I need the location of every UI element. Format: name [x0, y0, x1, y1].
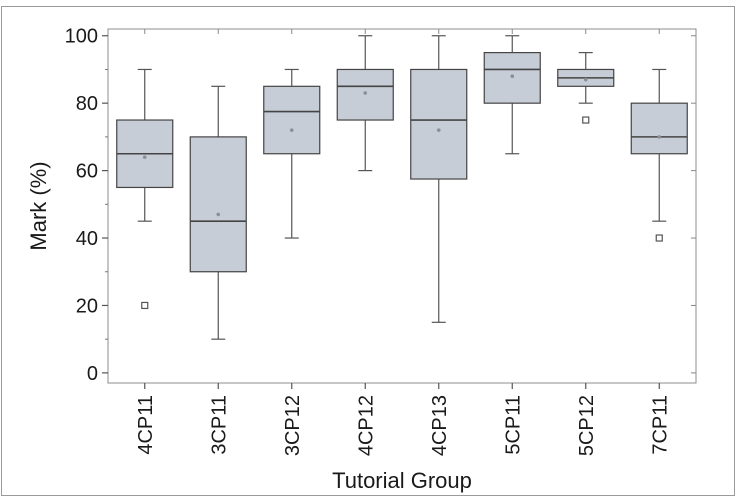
mean-marker: [216, 212, 221, 217]
x-axis-label: Tutorial Group: [332, 468, 472, 493]
x-tick-label: 4CP11: [135, 395, 157, 455]
iqr-box: [410, 68, 468, 180]
y-tick-label: 80: [76, 93, 98, 115]
y-tick-label: 40: [76, 228, 98, 250]
x-axis: 4CP11 3CP11 3CP12 4CP12 4CP13 5CP11 5CP12 7CP11: [135, 29, 671, 456]
mean-marker: [142, 155, 147, 159]
x-tick-label: 7CP11: [649, 395, 671, 455]
x-tick-label: 5CP11: [502, 395, 524, 455]
mean-marker: [583, 77, 588, 82]
box-4CP12: [336, 35, 394, 172]
box-4CP11: [116, 68, 174, 310]
iqr-box: [263, 85, 321, 155]
outlier-point: [655, 234, 663, 242]
box-7CP11: [630, 68, 688, 242]
iqr-box: [630, 102, 688, 155]
y-tick-label: 100: [65, 26, 98, 48]
mean-marker: [289, 128, 294, 132]
box-4CP13: [410, 35, 468, 323]
chart-frame: 0 20 40 60 80 100 4CP11 3CP11 3CP12 4CP12 4CP13 5C…: [1, 6, 735, 496]
x-tick-label: 3CP11: [208, 395, 230, 455]
mean-marker: [363, 91, 368, 95]
x-tick-label: 5CP12: [576, 395, 598, 456]
y-axis-label: Mark (%): [26, 161, 51, 250]
iqr-box: [189, 136, 247, 273]
chart-marks: [116, 35, 688, 340]
x-tick-label: 3CP12: [282, 395, 304, 456]
y-axis: 0 20 40 60 80 100: [65, 26, 696, 385]
y-tick-label: 20: [76, 295, 98, 317]
outlier-point: [582, 116, 590, 124]
outlier-point: [141, 301, 149, 310]
box-3CP11: [189, 85, 247, 340]
boxplot-chart: 0 20 40 60 80 100 4CP11 3CP11 3CP12 4CP12 4CP13 5C…: [26, 26, 697, 493]
box-5CP11: [483, 35, 541, 155]
mean-marker: [510, 74, 515, 78]
x-tick-label: 4CP12: [355, 395, 377, 456]
x-tick-label: 4CP13: [429, 395, 451, 456]
mean-marker: [657, 135, 662, 139]
box-3CP12: [263, 68, 321, 239]
y-tick-label: 60: [76, 161, 98, 183]
box-5CP12: [557, 51, 615, 124]
mean-marker: [436, 128, 441, 132]
y-tick-label: 0: [87, 363, 98, 385]
